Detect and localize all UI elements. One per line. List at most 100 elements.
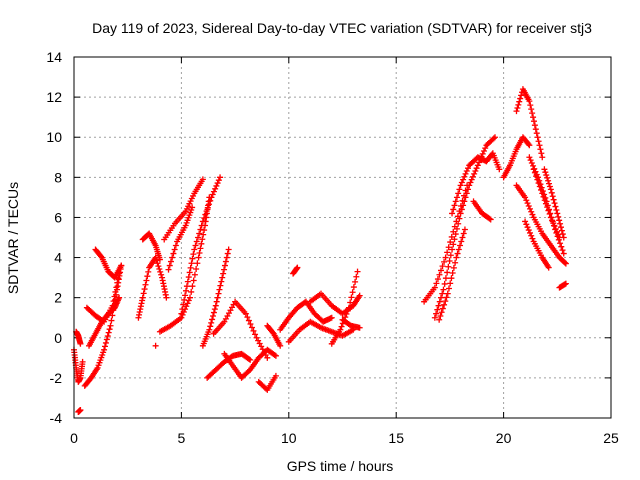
data-point-interp — [106, 326, 113, 333]
data-point — [247, 356, 254, 363]
data-point-interp — [463, 190, 470, 197]
data-point-interp — [452, 231, 459, 238]
data-point — [116, 294, 123, 301]
data-point-interp — [445, 263, 452, 270]
data-point-interp — [461, 198, 468, 205]
series-arc-g — [86, 294, 123, 349]
data-point-interp — [213, 182, 220, 189]
data-point-interp — [449, 270, 456, 277]
data-point-interp — [525, 202, 532, 209]
data-point — [199, 218, 206, 225]
series-arc-af — [483, 150, 503, 173]
data-point-interp — [515, 101, 522, 108]
data-point-interp — [209, 191, 216, 198]
data-point-interp — [101, 343, 108, 350]
data-point — [328, 314, 335, 321]
data-point — [199, 176, 206, 183]
x-tick-label: 10 — [281, 430, 297, 446]
data-point-interp — [102, 339, 109, 346]
data-point — [526, 98, 533, 105]
y-tick-label: 10 — [46, 129, 62, 145]
data-points — [71, 86, 569, 415]
data-point-interp — [247, 321, 254, 328]
data-point-interp — [534, 176, 541, 183]
data-point-interp — [451, 236, 458, 243]
data-point-interp — [545, 177, 552, 184]
data-point-interp — [199, 236, 206, 243]
data-point — [178, 310, 185, 317]
data-point-interp — [514, 104, 521, 111]
data-point-interp — [207, 197, 214, 204]
y-tick-label: 2 — [54, 290, 62, 306]
series-arc-ae — [470, 198, 494, 223]
data-point-interp — [250, 327, 257, 334]
data-point — [453, 254, 460, 261]
data-point-interp — [143, 277, 150, 284]
data-point-interp — [439, 263, 446, 270]
data-point-interp — [453, 225, 460, 232]
data-point-interp — [223, 254, 230, 261]
data-point-interp — [490, 135, 497, 142]
data-point-interp — [465, 186, 472, 193]
data-point-interp — [153, 257, 160, 264]
data-point-interp — [220, 270, 227, 277]
data-point-interp — [206, 201, 213, 208]
data-point-interp — [171, 246, 178, 253]
data-point-interp — [170, 250, 177, 257]
data-point — [492, 134, 499, 141]
data-point — [191, 246, 198, 253]
data-point-interp — [196, 249, 203, 256]
data-point-interp — [103, 336, 110, 343]
y-tick-label: 14 — [46, 49, 62, 65]
data-point — [356, 324, 363, 331]
data-point-interp — [447, 280, 454, 287]
series-arc-ad — [449, 154, 490, 217]
data-point-interp — [196, 230, 203, 237]
data-point-interp — [472, 168, 479, 175]
data-point-interp — [441, 258, 448, 265]
data-point-interp — [154, 260, 161, 267]
data-point-interp — [552, 225, 559, 232]
y-tick-label: -4 — [50, 410, 63, 426]
data-point-interp — [553, 228, 560, 235]
series-arc-m — [165, 204, 196, 273]
data-point — [545, 264, 552, 271]
data-point-interp — [197, 245, 204, 252]
data-point-interp — [142, 281, 149, 288]
grid-lines — [74, 57, 611, 418]
data-point-interp — [144, 273, 151, 280]
data-point-interp — [450, 206, 457, 213]
data-point-interp — [529, 110, 536, 117]
series-arc-l — [161, 176, 206, 243]
data-point-interp — [529, 235, 536, 242]
data-point — [560, 234, 567, 241]
data-point — [337, 326, 344, 333]
data-point — [184, 278, 191, 285]
data-point — [189, 204, 196, 211]
data-point-interp — [452, 198, 459, 205]
data-point-interp — [212, 185, 219, 192]
data-point-interp — [183, 303, 190, 310]
data-point-interp — [536, 142, 543, 149]
data-point-interp — [468, 176, 475, 183]
data-point-interp — [436, 298, 443, 305]
data-point-interp — [534, 134, 541, 141]
data-point-interp — [538, 150, 545, 157]
series-arc-x — [307, 290, 363, 317]
data-point-interp — [455, 220, 462, 227]
data-point — [118, 262, 125, 269]
data-point-interp — [453, 194, 460, 201]
data-point-interp — [338, 323, 345, 330]
data-point-interp — [473, 165, 480, 172]
data-point-interp — [343, 310, 350, 317]
data-point-interp — [553, 206, 560, 213]
data-point-interp — [157, 268, 164, 275]
series-arc-ai — [513, 182, 569, 267]
data-point-interp — [200, 231, 207, 238]
data-point-interp — [545, 207, 552, 214]
data-point-interp — [207, 323, 214, 330]
data-point — [440, 286, 447, 293]
series-arc-f — [92, 246, 125, 281]
data-point-interp — [140, 290, 147, 297]
